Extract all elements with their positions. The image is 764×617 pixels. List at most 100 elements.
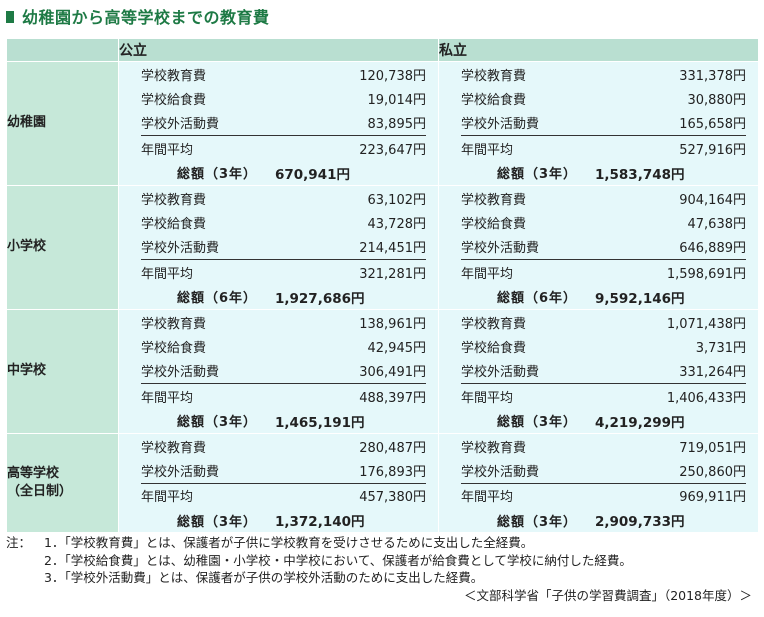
cost-item-row: 学校教育費 120,738円 (141, 62, 426, 86)
note-prefix: 注： (6, 535, 32, 550)
total-label: 総額（3年） (496, 167, 577, 183)
total-row: 総額（3年） 670,941円 (147, 161, 438, 185)
cost-item-row: 学校給食費 42,945円 (141, 334, 426, 358)
private-cost-cell: 学校教育費 1,071,438円学校給食費 3,731円学校外活動費 331,264円… (438, 308, 759, 434)
cost-item-row: 学校給食費 19,014円 (141, 86, 426, 110)
cost-item-row: 学校教育費 719,051円 (461, 434, 746, 458)
annual-average-label: 年間平均 (461, 266, 514, 282)
private-cost-cell: 学校教育費 719,051円 学校外活動費 250,860円 年間平均 969,911円総… (438, 432, 759, 534)
cost-item-label: 学校教育費 (461, 192, 527, 208)
note-text: 2．「学校給食費」とは、幼稚園・小学校・中学校において、保護者が給食費として学校… (44, 552, 632, 568)
school-level-label-line: 高等学校 (7, 466, 60, 482)
annual-average-row: 年間平均 457,380円 (141, 482, 426, 508)
cost-item-row: 学校教育費 904,164円 (461, 186, 746, 210)
total-value: 9,592,146円 (595, 290, 685, 307)
cost-item-row: 学校外活動費 214,451円 (141, 235, 426, 259)
total-value: 1,465,191円 (275, 414, 365, 431)
cost-item-row: 学校教育費 138,961円 (141, 310, 426, 334)
header-blank (6, 38, 119, 62)
cost-item-value: 138,961円 (359, 316, 426, 332)
total-row: 総額（6年） 1,927,686円 (147, 285, 438, 309)
annual-average-value: 1,598,691円 (666, 266, 746, 282)
annual-average-value: 321,281円 (359, 266, 426, 282)
annual-average-row: 年間平均 1,598,691円 (461, 259, 746, 284)
total-row: 総額（3年） 1,583,748円 (467, 161, 758, 185)
annual-average-row: 年間平均 527,916円 (461, 135, 746, 160)
public-cost-cell: 学校教育費 138,961円 学校給食費 42,945円 学校外活動費 306,491円年… (118, 308, 439, 434)
total-label: 総額（3年） (176, 415, 257, 431)
total-value: 1,583,748円 (595, 166, 685, 183)
cost-item-label: 学校外活動費 (141, 464, 220, 480)
annual-average-label: 年間平均 (141, 266, 194, 282)
public-cost-cell: 学校教育費 280,487円 学校外活動費 176,893円 年間平均 457,380円総… (118, 432, 439, 534)
cost-item-row: 学校外活動費 331,264円 (461, 359, 746, 383)
total-row: 総額（3年） 4,219,299円 (467, 408, 758, 432)
private-cost-cell: 学校教育費 904,164円 学校給食費 47,638円 学校外活動費 646,889円年… (438, 184, 759, 310)
annual-average-value: 223,647円 (359, 142, 426, 158)
total-row: 総額（3年） 1,372,140円 (147, 508, 438, 532)
public-cost-cell: 学校教育費 63,102円 学校給食費 43,728円 学校外活動費 214,451円 年間… (118, 184, 439, 310)
cost-item-label: 学校給食費 (461, 217, 527, 233)
annual-average-row: 年間平均 321,281円 (141, 259, 426, 284)
total-row: 総額（3年） 2,909,733円 (467, 508, 758, 532)
total-value: 4,219,299円 (595, 414, 685, 431)
cost-item-label: 学校教育費 (141, 316, 207, 332)
cost-item-row: 学校外活動費 176,893円 (141, 458, 426, 482)
cost-item-row: 学校外活動費 165,658円 (461, 111, 746, 135)
cost-item-row: 学校給食費 47,638円 (461, 210, 746, 234)
school-level-row: 小学校 学校教育費 63,102円学校給食費 43,728円学校外活動費 214,451… (6, 184, 759, 310)
cost-item-value: 3,731円 (695, 340, 746, 356)
title-marker-icon (6, 11, 14, 23)
cost-item-value: 904,164円 (679, 192, 746, 208)
school-level-label-line: 幼稚園 (7, 115, 47, 131)
school-level-row: 中学校 学校教育費 138,961円学校給食費 42,945円学校外活動費 306,49… (6, 308, 759, 434)
note-line: 2．「学校給食費」とは、幼稚園・小学校・中学校において、保護者が給食費として学校… (6, 552, 758, 570)
cost-item-row: 学校教育費 331,378円 (461, 62, 746, 86)
cost-item-label: 学校給食費 (141, 217, 207, 233)
annual-average-value: 527,916円 (679, 142, 746, 158)
cost-item-value: 165,658円 (679, 117, 746, 133)
annual-average-label: 年間平均 (141, 142, 194, 158)
annual-average-row: 年間平均 223,647円 (141, 135, 426, 160)
school-level-label: 幼稚園 (6, 61, 119, 186)
school-level-label: 中学校 (6, 308, 119, 434)
cost-item-row: 学校教育費 63,102円 (141, 186, 426, 210)
cost-item-row: 学校外活動費 306,491円 (141, 359, 426, 383)
cost-item-value: 331,378円 (679, 68, 746, 84)
header-private: 私立 (438, 38, 759, 62)
page-title: 幼稚園から高等学校までの教育費 (6, 4, 270, 28)
cost-item-row: 学校外活動費 83,895円 (141, 111, 426, 135)
header-public: 公立 (118, 38, 439, 62)
cost-item-label: 学校給食費 (461, 340, 527, 356)
cost-item-label: 学校外活動費 (141, 365, 220, 381)
school-level-label-line: 中学校 (7, 363, 47, 379)
cost-item-value: 43,728円 (367, 217, 427, 233)
page-title-text: 幼稚園から高等学校までの教育費 (22, 8, 270, 27)
cost-item-value: 1,071,438円 (666, 316, 746, 332)
cost-item-value: 306,491円 (359, 365, 426, 381)
annual-average-label: 年間平均 (461, 142, 514, 158)
cost-item-label: 学校教育費 (461, 440, 527, 456)
cost-item-row: 学校外活動費 250,860円 (461, 458, 746, 482)
total-label: 総額（6年） (496, 291, 577, 307)
school-level-label: 小学校 (6, 184, 119, 310)
school-level-label-line: （全日制） (7, 484, 73, 500)
cost-item-value: 280,487円 (359, 440, 426, 456)
cost-item-label: 学校教育費 (461, 68, 527, 84)
cost-item-label: 学校教育費 (141, 192, 207, 208)
school-level-label: 高等学校 （全日制） (6, 432, 119, 534)
cost-item-value: 83,895円 (367, 117, 427, 133)
cost-item-row: 学校教育費 1,071,438円 (461, 310, 746, 334)
cost-item-label: 学校給食費 (461, 93, 527, 109)
total-value: 2,909,733円 (595, 514, 685, 531)
school-level-row: 高等学校 （全日制） 学校教育費 280,487円学校外活動費 176,893円 年間平均… (6, 432, 759, 534)
cost-item-value: 719,051円 (679, 440, 746, 456)
note-line: 注： 1．「学校教育費」とは、保護者が子供に学校教育を受けさせるために支出した全… (6, 534, 758, 552)
cost-item-value: 120,738円 (359, 68, 426, 84)
note-text: 3．「学校外活動費」とは、保護者が子供の学校外活動のために支出した経費。 (44, 570, 484, 585)
annual-average-value: 457,380円 (359, 490, 426, 506)
school-level-label-line: 小学校 (7, 239, 47, 255)
cost-item-label: 学校外活動費 (141, 241, 220, 257)
cost-item-value: 30,880円 (687, 93, 747, 109)
total-label: 総額（3年） (496, 415, 577, 431)
